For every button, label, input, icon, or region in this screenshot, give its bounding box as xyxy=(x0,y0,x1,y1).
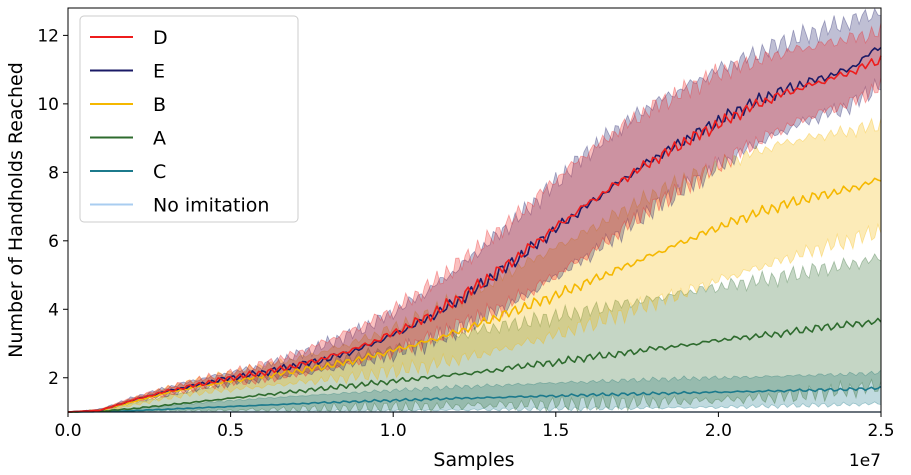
y-axis-ticks: 2 4 6 8 10 12 xyxy=(37,26,68,389)
x-tick-label: 0.0 xyxy=(54,421,81,441)
x-axis-label: Samples xyxy=(433,449,514,471)
legend-label-c: C xyxy=(153,161,166,183)
legend-label-d: D xyxy=(153,27,168,49)
legend-label-a: A xyxy=(153,128,166,150)
x-tick-label: 1.5 xyxy=(542,421,569,441)
x-tick-label: 2.5 xyxy=(867,421,894,441)
y-tick-label: 10 xyxy=(37,95,59,115)
x-axis-multiplier: 1e7 xyxy=(849,451,881,471)
x-tick-label: 0.5 xyxy=(217,421,244,441)
y-tick-label: 2 xyxy=(48,369,59,389)
series-line-e xyxy=(67,46,882,413)
x-tick-label: 2.0 xyxy=(705,421,732,441)
y-tick-label: 12 xyxy=(37,26,59,46)
y-tick-label: 8 xyxy=(48,163,59,183)
y-tick-label: 4 xyxy=(48,300,59,320)
series-line-d xyxy=(67,55,882,413)
legend-box xyxy=(79,15,299,223)
series-line-c xyxy=(68,385,882,413)
legend-label-no-imitation: No imitation xyxy=(153,195,269,217)
y-tick-label: 6 xyxy=(48,232,59,252)
legend-label-e: E xyxy=(153,61,165,83)
plot-frame xyxy=(67,7,882,413)
confidence-bands xyxy=(67,7,882,414)
x-axis-ticks: 0.0 0.5 1.0 1.5 2.0 2.5 xyxy=(54,412,895,441)
x-tick-label: 1.0 xyxy=(380,421,407,441)
series-line-a xyxy=(67,317,882,413)
y-axis-label: Number of Handholds Reached xyxy=(5,62,27,358)
legend-label-b: B xyxy=(153,94,166,116)
